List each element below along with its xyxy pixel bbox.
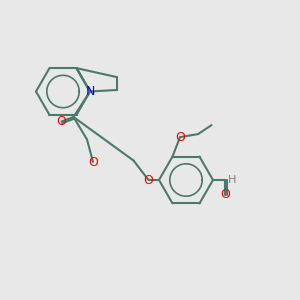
Text: H: H	[228, 175, 237, 185]
Text: O: O	[175, 130, 185, 144]
Text: O: O	[220, 188, 230, 202]
Text: O: O	[57, 115, 66, 128]
Text: O: O	[88, 155, 98, 169]
Text: O: O	[144, 173, 153, 187]
Text: N: N	[85, 85, 95, 98]
